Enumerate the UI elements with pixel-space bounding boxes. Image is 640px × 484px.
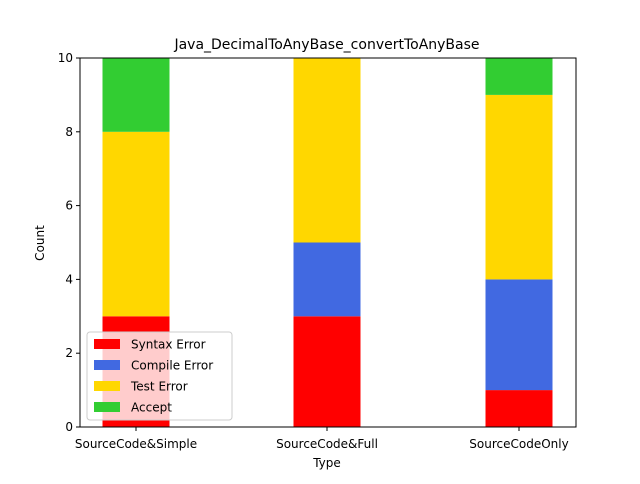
legend: Syntax Error Compile Error Test Error Accep… (86, 331, 233, 421)
legend-label: Syntax Error (131, 338, 206, 352)
bar-segment (485, 390, 553, 427)
y-tick-label: 0 (65, 420, 73, 434)
bar-segment (102, 58, 170, 132)
legend-swatch (94, 402, 120, 412)
x-axis: SourceCode&Simple SourceCode&Full SourceCo… (75, 427, 569, 451)
y-tick-label: 8 (65, 125, 73, 139)
legend-swatch (94, 339, 120, 349)
bar-segment (293, 242, 361, 317)
y-axis: 0 2 4 6 8 10 (58, 51, 80, 434)
y-axis-label: Count (33, 225, 47, 261)
chart-title: Java_DecimalToAnyBase_convertToAnyBase (173, 37, 479, 53)
bar-segment (485, 58, 553, 95)
x-tick-label: SourceCodeOnly (469, 437, 568, 451)
y-tick-label: 6 (65, 199, 73, 213)
bar-segment (102, 131, 170, 317)
y-tick-label: 10 (58, 51, 73, 65)
legend-label: Test Error (130, 380, 188, 394)
legend-label: Compile Error (131, 359, 213, 373)
bar-segment (293, 58, 361, 243)
x-axis-label: Type (312, 456, 341, 470)
bar-segment (293, 316, 361, 427)
y-tick-label: 2 (65, 346, 73, 360)
y-tick-label: 4 (65, 272, 73, 286)
legend-swatch (94, 381, 120, 391)
legend-label: Accept (131, 401, 172, 415)
x-tick-label: SourceCode&Simple (75, 437, 197, 451)
plot-frame (79, 57, 577, 428)
x-tick-label: SourceCode&Full (276, 437, 378, 451)
bar-segment (485, 94, 553, 280)
legend-box (86, 331, 233, 421)
bar-segment (485, 279, 553, 391)
legend-swatch (94, 360, 120, 370)
